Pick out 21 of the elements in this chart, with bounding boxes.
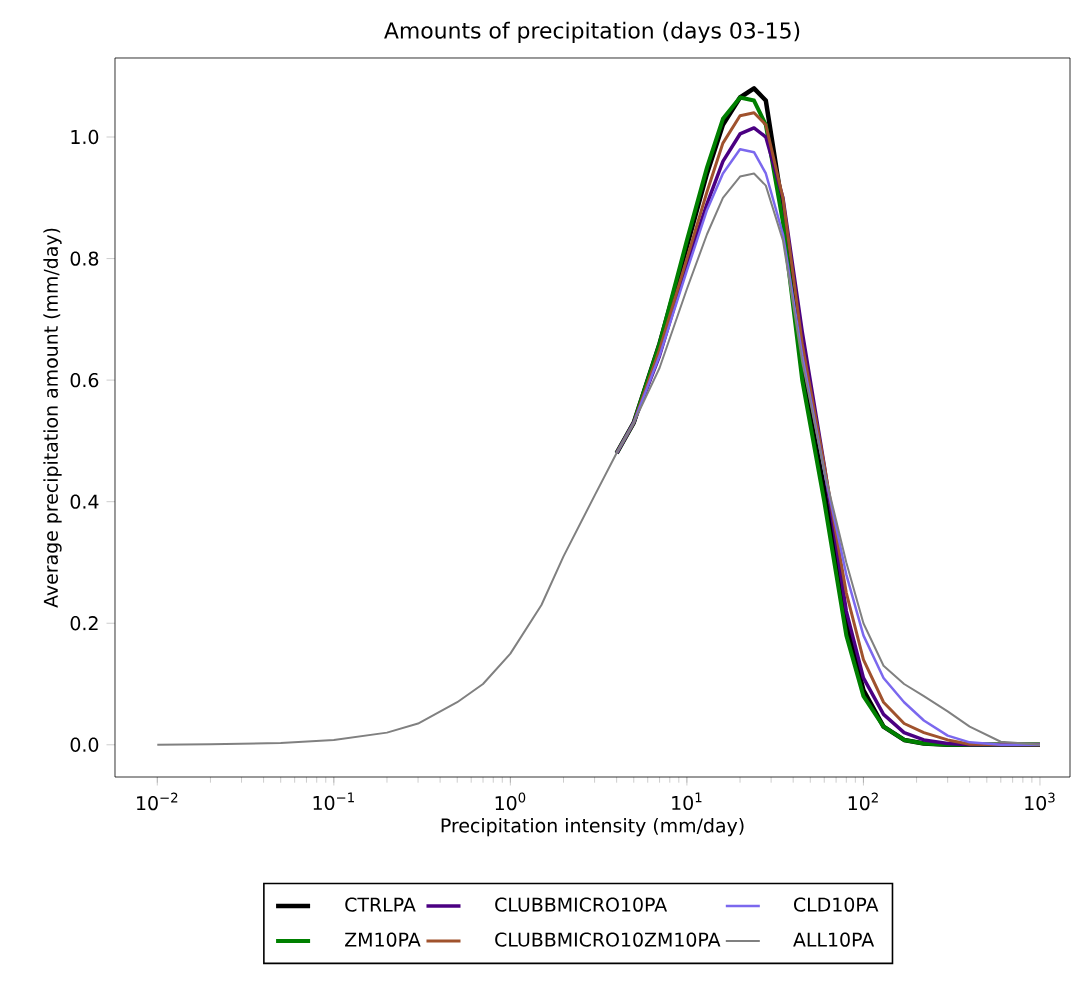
y-tick-label: 1.0: [71, 129, 99, 145]
legend-label: ZM10PA: [345, 932, 421, 947]
y-tick-label: 0.8: [70, 251, 99, 266]
y-tick-label: 0.0: [70, 737, 99, 752]
x-tick-label: 10$^{−1}$: [313, 792, 354, 811]
x-tick-label: 10$^{1}$: [672, 792, 702, 811]
x-axis-title: Precipitation intensity (mm/day): [441, 817, 744, 837]
x-tick-label: 10$^{2}$: [848, 792, 878, 811]
y-tick-label: 0.4: [70, 494, 99, 509]
legend-label: CLUBBMICRO10PA: [495, 897, 668, 912]
x-tick-label: 10$^{3}$: [1025, 792, 1055, 811]
y-tick-label: 0.6: [70, 372, 99, 388]
chart-title: Amounts of precipitation (days 03-15): [384, 21, 800, 43]
legend-label: CTRLPA: [345, 897, 416, 912]
y-axis-title: Average precipitation amount (mm/day): [43, 228, 62, 608]
legend-label: ALL10PA: [793, 932, 875, 947]
x-tick-label: 10$^{−2}$: [137, 792, 178, 811]
y-tick-label: 0.2: [70, 616, 98, 631]
legend-label: CLUBBMICRO10ZM10PA: [495, 932, 721, 947]
legend-label: CLD10PA: [794, 897, 879, 912]
x-tick-label: 10$^{0}$: [495, 792, 526, 811]
